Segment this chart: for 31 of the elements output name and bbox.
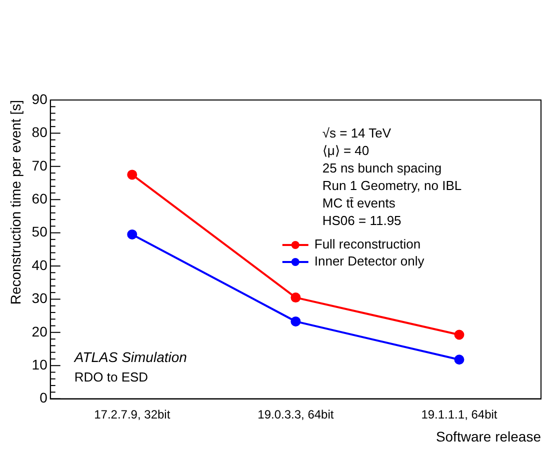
- annotation: ⟨μ⟩ = 40: [322, 143, 370, 158]
- y-tick-label: 60: [32, 190, 48, 206]
- y-tick-label: 0: [40, 390, 48, 406]
- x-tick-label: 19.0.3.3, 64bit: [258, 407, 334, 422]
- x-tick-label: 19.1.1.1, 64bit: [421, 407, 498, 422]
- x-tick-label: 17.2.7.9, 32bit: [94, 407, 171, 422]
- y-tick-label: 10: [32, 356, 48, 372]
- annotation: ATLAS Simulation: [73, 348, 188, 365]
- y-tick-label: 90: [32, 90, 48, 107]
- annotation: HS06 = 11.95: [322, 213, 402, 228]
- y-tick-label: 80: [32, 124, 48, 140]
- point: [454, 330, 464, 340]
- y-tick-label: 50: [32, 224, 48, 240]
- annotation: 25 ns bunch spacing: [322, 160, 442, 176]
- annotation: √s = 14 TeV: [322, 126, 392, 141]
- annotation: Run 1 Geometry, no IBL: [322, 178, 462, 194]
- y-tick-label: 30: [32, 290, 48, 306]
- y-axis-title: Reconstruction time per event [s]: [7, 100, 24, 305]
- point: [127, 229, 138, 240]
- annotation: RDO to ESD: [74, 370, 148, 385]
- point: [127, 170, 138, 180]
- y-tick-label: 40: [32, 256, 48, 273]
- y-tick-label: 20: [32, 323, 48, 340]
- point: [454, 354, 464, 365]
- annotation: MC tt̄ events: [322, 196, 396, 211]
- y-tick-label: 70: [32, 157, 48, 174]
- legend-label: Inner Detector only: [314, 254, 425, 269]
- point: [290, 292, 301, 303]
- legend-label: Full reconstruction: [314, 236, 421, 252]
- x-axis-title: Software release: [436, 428, 542, 444]
- point: [290, 316, 301, 326]
